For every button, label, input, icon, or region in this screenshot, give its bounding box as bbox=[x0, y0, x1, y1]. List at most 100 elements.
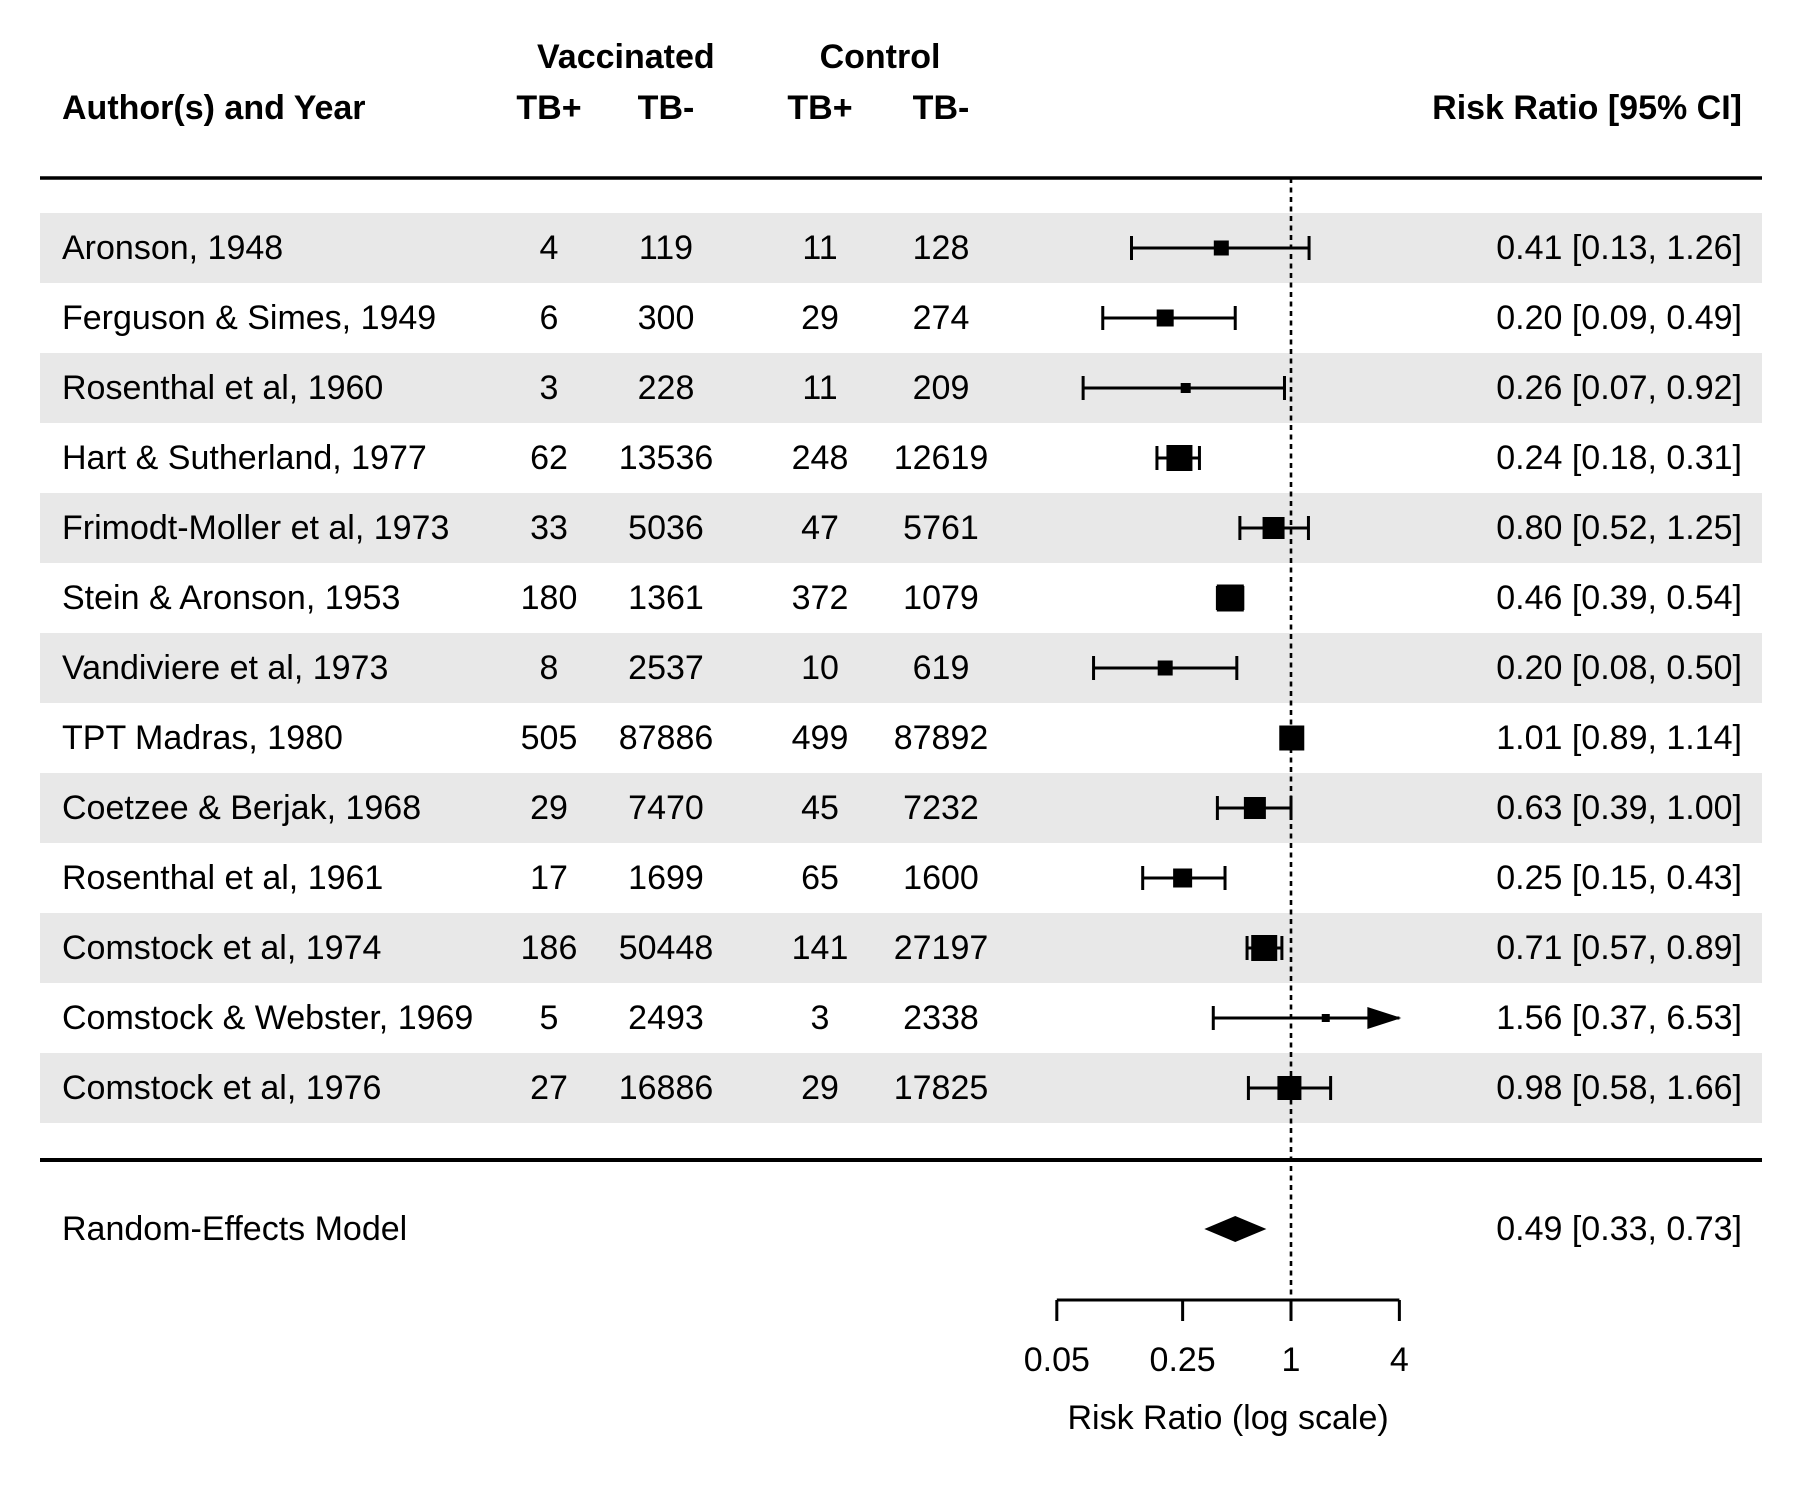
control-tb-neg-value: 128 bbox=[912, 229, 970, 267]
study-ci-value: 0.80 [0.52, 1.25] bbox=[1496, 509, 1742, 547]
study-ci-value: 0.26 [0.07, 0.92] bbox=[1496, 369, 1742, 407]
vaccinated-tb-pos-value: 5 bbox=[539, 999, 559, 1037]
vaccinated-tb-pos-value: 505 bbox=[520, 719, 578, 757]
table-row: Coetzee & Berjak, 1968 29 7470 45 7232 0.63 [… bbox=[0, 773, 1800, 843]
control-tb-neg-value: 12619 bbox=[893, 439, 989, 477]
group-header-control: Control bbox=[819, 38, 941, 76]
vaccinated-tb-neg-value: 50448 bbox=[618, 929, 714, 967]
control-tb-neg-value: 17825 bbox=[893, 1069, 989, 1107]
control-tb-pos-value: 499 bbox=[791, 719, 849, 757]
vaccinated-tb-pos-value: 3 bbox=[539, 369, 559, 407]
table-row: Ferguson & Simes, 1949 6 300 29 274 0.20 [0.0… bbox=[0, 283, 1800, 353]
vaccinated-tb-pos-value: 27 bbox=[530, 1069, 568, 1107]
axis-tick-label: 4 bbox=[1389, 1341, 1409, 1379]
control-tb-pos-value: 47 bbox=[801, 509, 839, 547]
column-header-vaccinated-tb-neg: TB- bbox=[637, 89, 695, 127]
study-author-label: Comstock & Webster, 1969 bbox=[62, 999, 474, 1037]
study-ci-value: 0.20 [0.09, 0.49] bbox=[1496, 299, 1742, 337]
study-author-label: Hart & Sutherland, 1977 bbox=[62, 439, 427, 477]
study-ci-value: 1.01 [0.89, 1.14] bbox=[1496, 719, 1742, 757]
vaccinated-tb-pos-value: 17 bbox=[530, 859, 568, 897]
row-stripe bbox=[40, 1053, 1762, 1123]
vaccinated-tb-pos-value: 29 bbox=[530, 789, 568, 827]
study-author-label: Vandiviere et al, 1973 bbox=[62, 649, 389, 687]
control-tb-pos-value: 11 bbox=[802, 229, 838, 267]
table-row: Rosenthal et al, 1960 3 228 11 209 0.26 [0.07… bbox=[0, 353, 1800, 423]
row-stripe bbox=[40, 493, 1762, 563]
study-author-label: Comstock et al, 1976 bbox=[62, 1069, 382, 1107]
axis-tick-label: 0.25 bbox=[1149, 1341, 1216, 1379]
control-tb-neg-value: 209 bbox=[912, 369, 970, 407]
study-author-label: Frimodt-Moller et al, 1973 bbox=[62, 509, 450, 547]
control-tb-neg-value: 274 bbox=[912, 299, 970, 337]
vaccinated-tb-neg-value: 16886 bbox=[618, 1069, 714, 1107]
effect-column-header: Risk Ratio [95% CI] bbox=[1432, 89, 1742, 127]
vaccinated-tb-pos-value: 33 bbox=[530, 509, 568, 547]
study-author-label: Stein & Aronson, 1953 bbox=[62, 579, 401, 617]
vaccinated-tb-pos-value: 62 bbox=[530, 439, 568, 477]
control-tb-pos-value: 141 bbox=[791, 929, 849, 967]
vaccinated-tb-neg-value: 119 bbox=[638, 229, 694, 267]
table-row: Comstock & Webster, 1969 5 2493 3 2338 1.56 [… bbox=[0, 983, 1800, 1053]
summary-model-label: Random-Effects Model bbox=[62, 1210, 408, 1248]
control-tb-pos-value: 248 bbox=[791, 439, 849, 477]
study-ci-value: 0.25 [0.15, 0.43] bbox=[1496, 859, 1742, 897]
vaccinated-tb-pos-value: 6 bbox=[539, 299, 559, 337]
vaccinated-tb-neg-value: 2493 bbox=[628, 999, 704, 1037]
study-author-label: Rosenthal et al, 1960 bbox=[62, 369, 384, 407]
control-tb-pos-value: 29 bbox=[801, 1069, 839, 1107]
control-tb-pos-value: 372 bbox=[791, 579, 849, 617]
table-row: Hart & Sutherland, 1977 62 13536 248 12619 0.… bbox=[0, 423, 1800, 493]
control-tb-pos-value: 65 bbox=[801, 859, 839, 897]
vaccinated-tb-neg-value: 2537 bbox=[628, 649, 704, 687]
vaccinated-tb-neg-value: 300 bbox=[637, 299, 695, 337]
control-tb-pos-value: 45 bbox=[801, 789, 839, 827]
study-ci-value: 1.56 [0.37, 6.53] bbox=[1496, 999, 1742, 1037]
row-stripe bbox=[40, 773, 1762, 843]
control-tb-neg-value: 5761 bbox=[903, 509, 979, 547]
control-tb-neg-value: 2338 bbox=[903, 999, 979, 1037]
row-stripe bbox=[40, 213, 1762, 283]
row-stripe bbox=[40, 913, 1762, 983]
row-stripe bbox=[40, 353, 1762, 423]
vaccinated-tb-neg-value: 1699 bbox=[628, 859, 704, 897]
column-header-control-tb-pos: TB+ bbox=[787, 89, 853, 127]
control-tb-neg-value: 619 bbox=[912, 649, 970, 687]
control-tb-neg-value: 1079 bbox=[903, 579, 979, 617]
group-header-vaccinated: Vaccinated bbox=[537, 38, 715, 76]
vaccinated-tb-neg-value: 228 bbox=[637, 369, 695, 407]
column-header-vaccinated-tb-pos: TB+ bbox=[516, 89, 582, 127]
vaccinated-tb-pos-value: 186 bbox=[520, 929, 578, 967]
summary-ci-value: 0.49 [0.33, 0.73] bbox=[1496, 1210, 1742, 1248]
vaccinated-tb-pos-value: 8 bbox=[539, 649, 559, 687]
author-column-header: Author(s) and Year bbox=[62, 89, 366, 127]
axis-tick-label: 1 bbox=[1281, 1341, 1301, 1379]
x-axis-title: Risk Ratio (log scale) bbox=[1067, 1399, 1389, 1437]
table-row: Comstock et al, 1974 186 50448 141 27197 0.71… bbox=[0, 913, 1800, 983]
table-row: Vandiviere et al, 1973 8 2537 10 619 0.20 [0.… bbox=[0, 633, 1800, 703]
study-author-label: Aronson, 1948 bbox=[62, 229, 284, 267]
control-tb-neg-value: 87892 bbox=[893, 719, 989, 757]
study-author-label: Comstock et al, 1974 bbox=[62, 929, 382, 967]
control-tb-pos-value: 3 bbox=[810, 999, 830, 1037]
study-author-label: TPT Madras, 1980 bbox=[62, 719, 343, 757]
study-ci-value: 0.24 [0.18, 0.31] bbox=[1496, 439, 1742, 477]
study-author-label: Ferguson & Simes, 1949 bbox=[62, 299, 437, 337]
control-tb-pos-value: 11 bbox=[802, 369, 838, 407]
control-tb-neg-value: 7232 bbox=[903, 789, 979, 827]
control-tb-neg-value: 27197 bbox=[893, 929, 989, 967]
table-row: TPT Madras, 1980 505 87886 499 87892 1.01 [0.… bbox=[0, 703, 1800, 773]
vaccinated-tb-pos-value: 180 bbox=[520, 579, 578, 617]
study-author-label: Rosenthal et al, 1961 bbox=[62, 859, 384, 897]
table-row: Frimodt-Moller et al, 1973 33 5036 47 5761 0.… bbox=[0, 493, 1800, 563]
control-tb-pos-value: 29 bbox=[801, 299, 839, 337]
column-header-control-tb-neg: TB- bbox=[912, 89, 970, 127]
vaccinated-tb-pos-value: 4 bbox=[539, 229, 559, 267]
vaccinated-tb-neg-value: 13536 bbox=[618, 439, 714, 477]
study-ci-value: 0.63 [0.39, 1.00] bbox=[1496, 789, 1742, 827]
study-ci-value: 0.98 [0.58, 1.66] bbox=[1496, 1069, 1742, 1107]
vaccinated-tb-neg-value: 1361 bbox=[628, 579, 704, 617]
study-ci-value: 0.41 [0.13, 1.26] bbox=[1496, 229, 1742, 267]
study-ci-value: 0.46 [0.39, 0.54] bbox=[1496, 579, 1742, 617]
study-ci-value: 0.71 [0.57, 0.89] bbox=[1496, 929, 1742, 967]
